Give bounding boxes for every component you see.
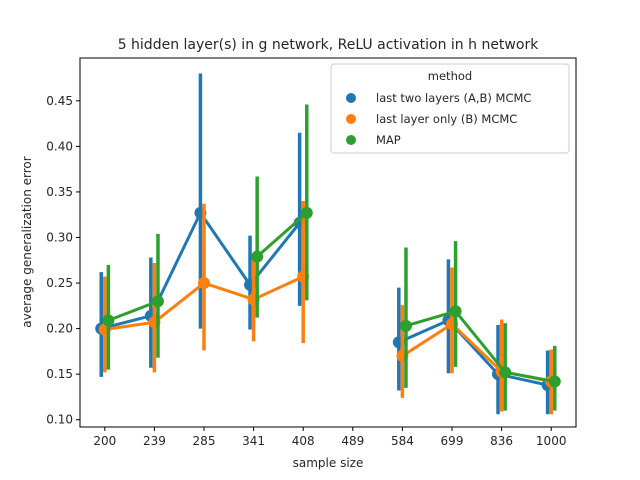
- legend-label: last layer only (B) MCMC: [376, 112, 517, 126]
- data-point: [399, 319, 412, 332]
- series-line-segment: [252, 275, 305, 301]
- x-axis: 200 239 285 341 408 489 584 699 836 1000: [93, 427, 566, 448]
- series-line-segment: [202, 281, 256, 301]
- x-tick-label: 285: [193, 434, 216, 448]
- x-tick-label: 341: [242, 434, 265, 448]
- series-2: [98, 201, 558, 415]
- legend-label: MAP: [376, 133, 401, 147]
- x-tick-label: 699: [441, 434, 464, 448]
- x-tick-label: 239: [143, 434, 166, 448]
- legend: method last two layers (A,B) MCMC last la…: [330, 63, 570, 154]
- series-line-segment: [400, 322, 454, 358]
- plot-area: [95, 73, 561, 415]
- series-line-segment: [503, 370, 557, 383]
- data-point: [102, 314, 115, 327]
- y-tick-label: 0.20: [46, 322, 73, 336]
- y-tick-label: 0.45: [46, 94, 73, 108]
- y-tick-label: 0.30: [46, 230, 73, 244]
- legend-label: last two layers (A,B) MCMC: [376, 91, 531, 105]
- x-tick-label: 408: [292, 434, 315, 448]
- y-axis: 0.10 0.15 0.20 0.25 0.30 0.35 0.40 0.45: [46, 94, 80, 427]
- series-line-segment: [454, 309, 507, 374]
- series-line-segment: [198, 211, 252, 287]
- legend-title: method: [428, 69, 472, 83]
- data-point: [151, 295, 164, 308]
- legend-marker: [346, 93, 356, 103]
- data-point: [251, 250, 264, 263]
- series-line-segment: [255, 211, 309, 259]
- legend-marker: [346, 114, 356, 124]
- data-point: [449, 305, 462, 318]
- y-tick-label: 0.35: [46, 185, 73, 199]
- y-tick-label: 0.10: [46, 413, 73, 427]
- x-tick-label: 200: [93, 434, 116, 448]
- chart-title: 5 hidden layer(s) in g network, ReLU act…: [118, 37, 540, 53]
- data-point: [198, 277, 210, 290]
- series-line-segment: [450, 322, 504, 373]
- data-point: [300, 206, 313, 219]
- data-point: [548, 375, 561, 388]
- series-3: [102, 104, 561, 411]
- data-point: [499, 366, 512, 379]
- axes-frame: [79, 57, 577, 428]
- y-tick-label: 0.15: [46, 367, 73, 381]
- x-axis-label: sample size: [293, 456, 364, 470]
- series-line-segment: [106, 299, 160, 322]
- legend-marker: [346, 135, 356, 145]
- x-tick-label: 836: [490, 434, 513, 448]
- y-axis-label: average generalization error: [20, 156, 34, 327]
- x-tick-label: 584: [391, 434, 414, 448]
- series-line-segment: [404, 309, 458, 328]
- series-line-segment: [152, 281, 206, 324]
- series-line-segment: [103, 320, 156, 332]
- x-tick-label: 489: [341, 434, 364, 448]
- y-tick-label: 0.25: [46, 276, 73, 290]
- y-tick-label: 0.40: [46, 139, 73, 153]
- x-tick-label: 1000: [536, 434, 567, 448]
- legend-frame: [330, 63, 570, 154]
